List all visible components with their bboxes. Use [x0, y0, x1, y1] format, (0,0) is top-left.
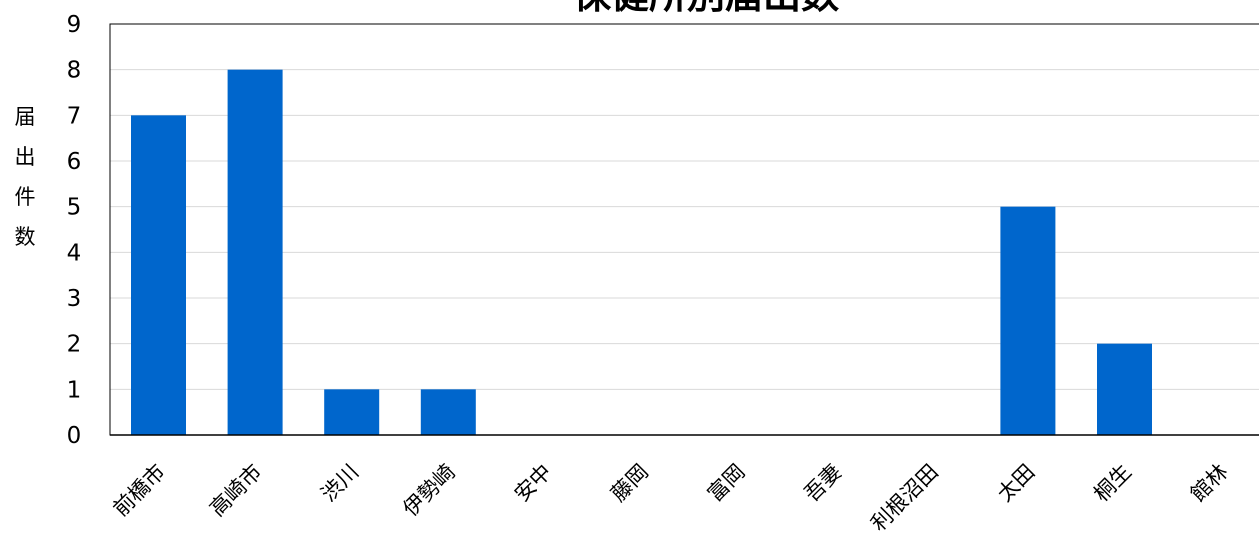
chart-title: 保健所別届出数 [573, 0, 839, 17]
y-tick-label: 5 [67, 195, 82, 221]
x-tick-label: 桐生 [1089, 460, 1136, 507]
x-tick-label: 吾妻 [800, 460, 847, 507]
bar [1097, 343, 1152, 435]
x-tick-label: 藤岡 [606, 460, 653, 507]
x-tick-label: 利根沼田 [866, 460, 942, 536]
x-tick-label: 富岡 [703, 460, 750, 507]
y-axis-label: 届出件数 [15, 105, 36, 249]
bar [420, 389, 476, 435]
y-tick-label: 4 [67, 240, 82, 266]
bar [1000, 206, 1056, 435]
x-tick-label: 前橋市 [109, 460, 171, 522]
y-tick-label: 2 [67, 332, 82, 358]
y-tick-label: 1 [67, 377, 82, 403]
bar [131, 115, 186, 435]
y-tick-label: 9 [67, 12, 82, 38]
x-tick-label: 高崎市 [205, 460, 267, 522]
y-tick-label: 3 [67, 286, 82, 312]
y-tick-label: 6 [67, 149, 82, 175]
y-tick-label: 8 [67, 58, 82, 84]
bar [227, 69, 283, 436]
x-tick-label: 渋川 [317, 460, 364, 507]
x-tick-label: 太田 [993, 460, 1040, 507]
plot-area: 0 1 2 3 4 5 6 7 8 9 前橋市 高崎市 渋川 伊勢崎 安中 藤岡 富岡 吾妻 利根沼田 太田 桐生 館林 [67, 12, 1259, 536]
y-tick-label: 7 [67, 103, 82, 129]
x-tick-label: 安中 [510, 460, 557, 507]
bar [324, 389, 380, 435]
x-tick-label: 伊勢崎 [398, 460, 460, 522]
y-tick-label: 0 [67, 423, 82, 449]
x-tick-label: 館林 [1186, 460, 1233, 507]
